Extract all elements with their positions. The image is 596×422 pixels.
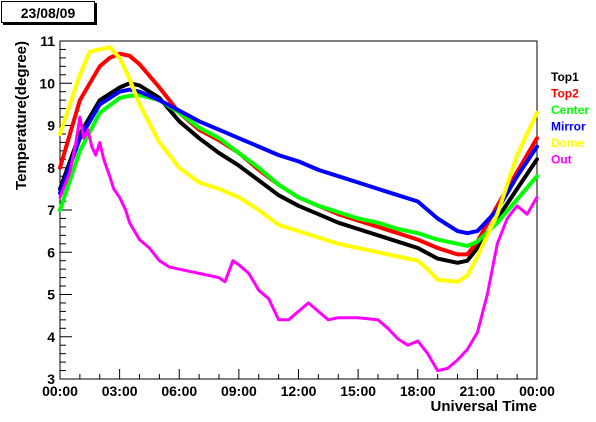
y-tick-label: 9 [47,118,55,134]
y-tick-label: 8 [47,160,55,176]
x-tick-label: 06:00 [161,383,197,399]
legend-entry-top1: Top1 [551,70,579,84]
date-label: 23/08/09 [1,1,95,23]
x-axis-title: Universal Time [431,398,537,415]
y-axis-title: Temperature(degree) [13,41,30,190]
y-tick-label: 11 [40,33,55,49]
legend-entry-center: Center [551,103,589,117]
y-tick-label: 7 [47,202,55,218]
x-tick-label: 00:00 [519,383,555,399]
legend: Top1 Top2 Center Mirror Dome Out [551,70,589,167]
y-tick-label: 5 [47,287,55,303]
series-line-center [58,93,539,248]
legend-entry-dome: Dome [551,136,585,150]
x-tick-label: 00:00 [42,383,78,399]
x-tick-label: 09:00 [221,383,257,399]
series-line-dome [58,45,539,284]
x-tick-label: 15:00 [340,383,376,399]
y-tick-label: 4 [47,329,55,345]
series-line-out [58,115,539,373]
x-tick-label: 12:00 [281,383,317,399]
data-series [58,45,539,373]
y-tick-label: 10 [39,75,55,91]
legend-entry-top2: Top2 [551,87,579,101]
y-tick-label: 6 [47,244,55,260]
x-tick-label: 03:00 [102,383,138,399]
y-tick-label: 3 [47,371,55,387]
x-tick-label: 18:00 [400,383,436,399]
series-line-top1 [58,81,539,265]
legend-entry-out: Out [551,153,572,167]
series-line-mirror [58,87,539,236]
tick-labels: 00:00 03:00 06:00 09:00 12:00 15:00 18:00 21:00… [39,33,555,399]
x-tick-label: 21:00 [459,383,495,399]
legend-entry-mirror: Mirror [551,120,586,134]
